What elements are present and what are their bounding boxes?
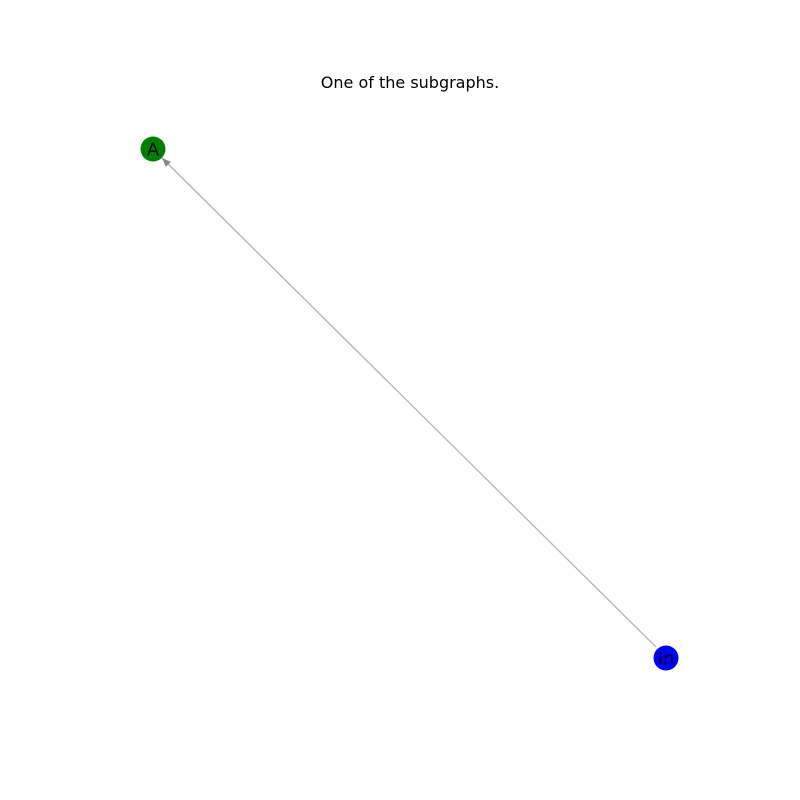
node-a-label: A [147,140,160,161]
node-a: A [140,136,166,162]
diagram-title: One of the subgraphs. [321,73,499,92]
edge-in-to-a [161,157,657,648]
node-in-label: In [658,649,675,670]
node-in-circle [653,645,679,671]
node-a-circle [140,136,166,162]
node-in: In [653,645,679,671]
